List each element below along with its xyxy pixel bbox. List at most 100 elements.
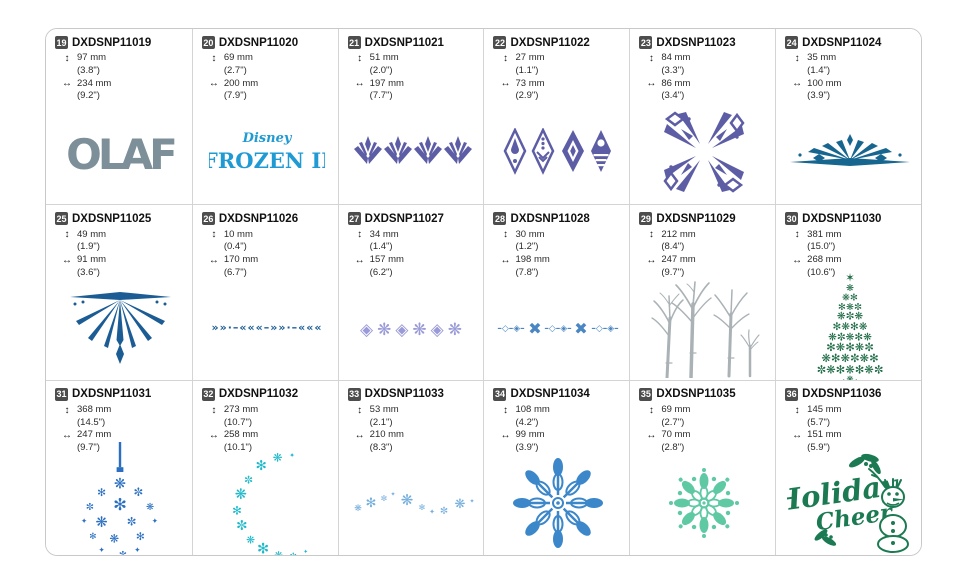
height-mm: 381 mm bbox=[807, 228, 842, 240]
ornament-snowflake-glyph: ✼ bbox=[134, 485, 144, 499]
width-arrow-icon: ↔ bbox=[62, 254, 72, 266]
width-mm: 91 mm bbox=[77, 254, 107, 265]
moon-snowflake-glyph: ❋ bbox=[274, 549, 283, 555]
design-cell-23: 23 DXDSNP11023 ↕ 84 mm (3.3") ↔ 86 mm (3.4… bbox=[629, 29, 776, 205]
moon-snowflake-glyph: ❋ bbox=[273, 451, 283, 465]
width-mm: 73 mm bbox=[515, 77, 545, 89]
design-dimensions: ↕ 381 mm (15.0") ↔ 268 mm (10.6") bbox=[792, 228, 915, 279]
height-arrow-icon: ↕ bbox=[211, 53, 217, 64]
wave-snowflake-glyph: ✦ bbox=[390, 491, 395, 498]
wave-snowflake-glyph: ✼ bbox=[380, 494, 387, 503]
width-arrow-icon: ↔ bbox=[500, 430, 511, 441]
height-inches: (14.5") bbox=[77, 416, 106, 428]
design-cell-19: 19 DXDSNP11019 ↕ 97 mm (3.8") ↔ 234 mm (9.… bbox=[46, 29, 192, 205]
design-thumbnail-olaf-logo: OLAF bbox=[55, 103, 186, 202]
wave-snowflake-glyph: ✼ bbox=[439, 506, 447, 517]
tree-row-glyphs: ✻❋✻❋✼ bbox=[826, 340, 874, 354]
design-number-badge: 36 bbox=[785, 387, 799, 401]
tree-row-glyphs: ❋✼❋✻❋ bbox=[828, 331, 872, 343]
width-mm: 247 mm bbox=[661, 254, 696, 265]
design-thumbnail-lace-snowflake-blue bbox=[493, 454, 623, 552]
height-mm: 145 mm bbox=[807, 403, 842, 415]
height-mm: 30 mm bbox=[515, 228, 545, 240]
olaf-figure bbox=[868, 468, 910, 554]
border-segment-glyphs: –◇–◈– bbox=[592, 324, 620, 334]
width-mm: 99 mm bbox=[515, 429, 545, 441]
width-inches: (7.7") bbox=[369, 90, 393, 102]
width-inches: (7.9") bbox=[223, 90, 247, 102]
height-arrow-icon: ↕ bbox=[211, 404, 217, 416]
tree-base-glyphs: ✻❋✻ bbox=[841, 378, 860, 380]
moon-snowflake-glyph: ✻ bbox=[257, 541, 269, 555]
moon-snowflake-glyph: ✻ bbox=[255, 458, 266, 474]
ornament-snowflake-glyph: ❋ bbox=[146, 502, 154, 513]
wave-snowflake-glyph: ✻ bbox=[418, 503, 425, 512]
height-arrow-icon: ↕ bbox=[211, 229, 217, 241]
olaf-logo-text: OLAF bbox=[67, 130, 176, 175]
height-inches: (2.0") bbox=[369, 65, 393, 76]
width-inches: (6.7") bbox=[223, 266, 247, 278]
height-inches: (10.7") bbox=[223, 416, 253, 428]
design-dimensions: ↕ 10 mm (0.4") ↔ 170 mm (6.7") bbox=[209, 228, 332, 279]
design-dimensions: ↕ 27 mm (1.1") ↔ 73 mm (2.9") bbox=[500, 52, 623, 103]
design-dimensions: ↕ 84 mm (3.3") ↔ 86 mm (3.4") bbox=[646, 52, 769, 103]
design-thumbnail-snowflake-diamond-border: ◈❋◈❋◈❋ bbox=[348, 279, 478, 377]
design-code: DXDSNP11031 bbox=[72, 388, 152, 401]
height-arrow-icon: ↕ bbox=[64, 229, 70, 241]
height-arrow-icon: ↕ bbox=[648, 404, 654, 416]
width-inches: (8.3") bbox=[369, 442, 393, 453]
width-inches: (7.8") bbox=[515, 266, 539, 278]
width-arrow-icon: ↔ bbox=[792, 78, 803, 90]
border-segment-glyphs: –◇–◈– bbox=[498, 324, 526, 334]
design-thumbnail-crystal-motifs bbox=[348, 103, 478, 202]
design-cell-29: 29 DXDSNP11029 ↕ 212 mm (8.4") ↔ 247 mm (9… bbox=[629, 204, 776, 380]
design-code: DXDSNP11020 bbox=[218, 36, 299, 49]
design-number-badge: 23 bbox=[639, 36, 653, 49]
moon-snowflake-glyph: ✼ bbox=[289, 552, 296, 555]
design-thumbnail-frozen-ii-logo: Disney FROZEN II bbox=[202, 103, 332, 202]
height-arrow-icon: ↕ bbox=[357, 53, 363, 64]
height-mm: 84 mm bbox=[661, 52, 691, 64]
moon-snowflake-glyph: ✼ bbox=[244, 474, 253, 487]
width-inches: (3.6") bbox=[77, 266, 100, 278]
height-mm: 273 mm bbox=[223, 403, 259, 415]
width-arrow-icon: ↔ bbox=[354, 254, 365, 266]
ornament-snowflake-glyph: ✼ bbox=[119, 550, 127, 555]
ornament-snowflake-glyph: ✻ bbox=[136, 530, 145, 543]
design-code: DXDSNP11028 bbox=[510, 212, 590, 225]
design-thumbnail-birch-trees bbox=[639, 279, 769, 378]
design-cell-30: 30 DXDSNP11030 ↕ 381 mm (15.0") ↔ 268 mm (… bbox=[775, 204, 921, 380]
design-thumbnail-arrow-border: »»·–«««–»»·–««« bbox=[202, 279, 332, 377]
design-number-badge: 22 bbox=[493, 36, 507, 49]
design-code: DXDSNP11022 bbox=[510, 36, 590, 49]
wave-snowflake-glyph: ❋ bbox=[354, 504, 362, 514]
tree-row-glyphs: ❋ bbox=[846, 283, 854, 294]
width-inches: (2.9") bbox=[515, 90, 539, 102]
design-number-badge: 30 bbox=[785, 212, 799, 226]
design-code: DXDSNP11030 bbox=[802, 212, 882, 225]
design-cell-33: 33 DXDSNP11033 ↕ 53 mm (2.1") ↔ 210 mm (8.… bbox=[337, 379, 484, 555]
ornament-snowflake-glyph: ❋ bbox=[114, 477, 126, 493]
frozen-ii-wordmark: FROZEN II bbox=[209, 148, 325, 173]
disney-wordmark: Disney bbox=[241, 131, 292, 146]
design-thumbnail-cross-snowflake-border: –◇–◈– ✖ –◇–◈– ✖ –◇–◈– bbox=[493, 279, 623, 377]
height-mm: 212 mm bbox=[661, 228, 696, 240]
width-arrow-icon: ↔ bbox=[62, 78, 72, 90]
height-mm: 51 mm bbox=[369, 52, 399, 64]
height-inches: (3.3") bbox=[661, 65, 685, 76]
design-code: DXDSNP11032 bbox=[218, 388, 299, 401]
tree-trunk-glyph: ❋ bbox=[846, 375, 853, 380]
height-mm: 69 mm bbox=[223, 52, 253, 64]
design-dimensions: ↕ 108 mm (4.2") ↔ 99 mm (3.9") bbox=[500, 404, 623, 455]
ornament-snowflake-glyph: ❋ bbox=[110, 532, 120, 546]
design-dimensions: ↕ 35 mm (1.4") ↔ 100 mm (3.9") bbox=[792, 52, 915, 103]
height-mm: 35 mm bbox=[807, 52, 837, 64]
ornament-snowflake-glyph: ✻ bbox=[114, 495, 128, 514]
width-arrow-icon: ↔ bbox=[646, 254, 657, 266]
tree-row-glyphs: ✼❋✻❋✻❋✼ bbox=[817, 362, 884, 376]
design-catalog-sheet: 19 DXDSNP11019 ↕ 97 mm (3.8") ↔ 234 mm (9.… bbox=[45, 28, 922, 556]
design-dimensions: ↕ 145 mm (5.7") ↔ 151 mm (5.9") bbox=[792, 404, 915, 455]
height-arrow-icon: ↕ bbox=[502, 53, 508, 64]
height-inches: (1.2") bbox=[515, 241, 539, 253]
design-code: DXDSNP11036 bbox=[802, 388, 882, 401]
